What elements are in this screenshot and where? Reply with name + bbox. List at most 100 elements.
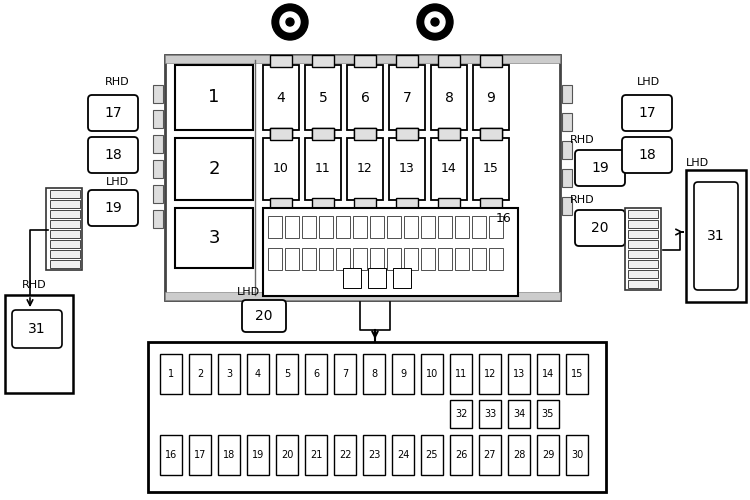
Bar bbox=[480, 55, 502, 67]
Bar bbox=[153, 185, 163, 203]
Bar bbox=[438, 55, 460, 67]
Bar bbox=[508, 354, 530, 394]
Bar bbox=[421, 354, 443, 394]
Bar bbox=[472, 216, 486, 238]
Circle shape bbox=[425, 12, 445, 32]
Text: 26: 26 bbox=[454, 450, 467, 460]
Bar bbox=[153, 110, 163, 128]
Text: 14: 14 bbox=[441, 162, 457, 175]
Bar bbox=[175, 208, 253, 268]
Text: 6: 6 bbox=[361, 90, 370, 104]
Bar bbox=[389, 65, 425, 130]
Bar bbox=[455, 216, 469, 238]
Bar bbox=[479, 400, 501, 428]
Text: 19: 19 bbox=[591, 161, 609, 175]
Bar bbox=[218, 435, 240, 475]
Text: 33: 33 bbox=[484, 409, 496, 419]
Bar bbox=[450, 400, 472, 428]
Text: 19: 19 bbox=[104, 201, 122, 215]
Text: LHD: LHD bbox=[686, 158, 709, 168]
Bar bbox=[508, 400, 530, 428]
Circle shape bbox=[286, 18, 294, 26]
Bar bbox=[305, 138, 341, 200]
Bar bbox=[354, 128, 376, 140]
Text: LHD: LHD bbox=[106, 177, 128, 187]
Bar bbox=[263, 65, 299, 130]
Text: 11: 11 bbox=[315, 162, 331, 175]
Text: 30: 30 bbox=[571, 450, 584, 460]
Bar bbox=[160, 354, 182, 394]
Bar bbox=[562, 85, 572, 103]
Text: 16: 16 bbox=[165, 450, 177, 460]
Text: 22: 22 bbox=[339, 450, 351, 460]
FancyBboxPatch shape bbox=[575, 210, 625, 246]
Bar bbox=[268, 216, 282, 238]
Bar bbox=[347, 65, 383, 130]
Bar bbox=[472, 248, 486, 270]
Text: 20: 20 bbox=[280, 450, 293, 460]
Bar bbox=[421, 435, 443, 475]
Bar bbox=[479, 435, 501, 475]
Bar bbox=[5, 295, 73, 393]
Bar bbox=[312, 128, 334, 140]
Bar bbox=[562, 113, 572, 131]
Text: RHD: RHD bbox=[105, 77, 129, 87]
Bar bbox=[396, 128, 418, 140]
Bar bbox=[268, 248, 282, 270]
Text: 16: 16 bbox=[496, 212, 512, 224]
Text: 3: 3 bbox=[226, 369, 232, 379]
Bar bbox=[387, 248, 401, 270]
Bar bbox=[363, 354, 385, 394]
Bar bbox=[276, 354, 298, 394]
Bar bbox=[537, 354, 559, 394]
Text: 20: 20 bbox=[255, 309, 273, 323]
Text: 1: 1 bbox=[209, 88, 220, 106]
Bar bbox=[247, 354, 269, 394]
Bar bbox=[628, 270, 658, 278]
Bar bbox=[319, 248, 333, 270]
Text: 10: 10 bbox=[273, 162, 289, 175]
Bar bbox=[270, 128, 292, 140]
Text: 8: 8 bbox=[445, 90, 454, 104]
Bar bbox=[270, 198, 292, 210]
Bar bbox=[312, 55, 334, 67]
Bar bbox=[189, 435, 211, 475]
Text: 10: 10 bbox=[426, 369, 438, 379]
Bar bbox=[438, 128, 460, 140]
Text: 6: 6 bbox=[313, 369, 319, 379]
Bar bbox=[347, 138, 383, 200]
Circle shape bbox=[280, 12, 300, 32]
Bar bbox=[480, 128, 502, 140]
Bar bbox=[628, 280, 658, 288]
Text: 18: 18 bbox=[638, 148, 656, 162]
Bar bbox=[270, 55, 292, 67]
FancyBboxPatch shape bbox=[622, 137, 672, 173]
Bar bbox=[153, 210, 163, 228]
Bar bbox=[175, 65, 253, 130]
Bar bbox=[218, 354, 240, 394]
Bar bbox=[285, 216, 299, 238]
Bar bbox=[480, 128, 502, 140]
Bar bbox=[285, 248, 299, 270]
Bar bbox=[438, 198, 460, 210]
Bar bbox=[148, 342, 606, 492]
Bar bbox=[431, 65, 467, 130]
Text: 31: 31 bbox=[707, 229, 724, 243]
Text: 12: 12 bbox=[357, 162, 373, 175]
Bar bbox=[438, 216, 452, 238]
Bar bbox=[312, 198, 334, 210]
Bar bbox=[489, 216, 503, 238]
Bar bbox=[336, 216, 350, 238]
Text: 4: 4 bbox=[277, 90, 285, 104]
Text: 13: 13 bbox=[399, 162, 415, 175]
Bar bbox=[354, 128, 376, 140]
Text: 17: 17 bbox=[638, 106, 656, 120]
Bar bbox=[270, 128, 292, 140]
Bar bbox=[628, 250, 658, 258]
Bar bbox=[438, 128, 460, 140]
Bar bbox=[343, 268, 361, 288]
Bar bbox=[189, 354, 211, 394]
Bar bbox=[686, 170, 746, 302]
Bar bbox=[396, 55, 418, 67]
Text: 2: 2 bbox=[209, 160, 220, 178]
